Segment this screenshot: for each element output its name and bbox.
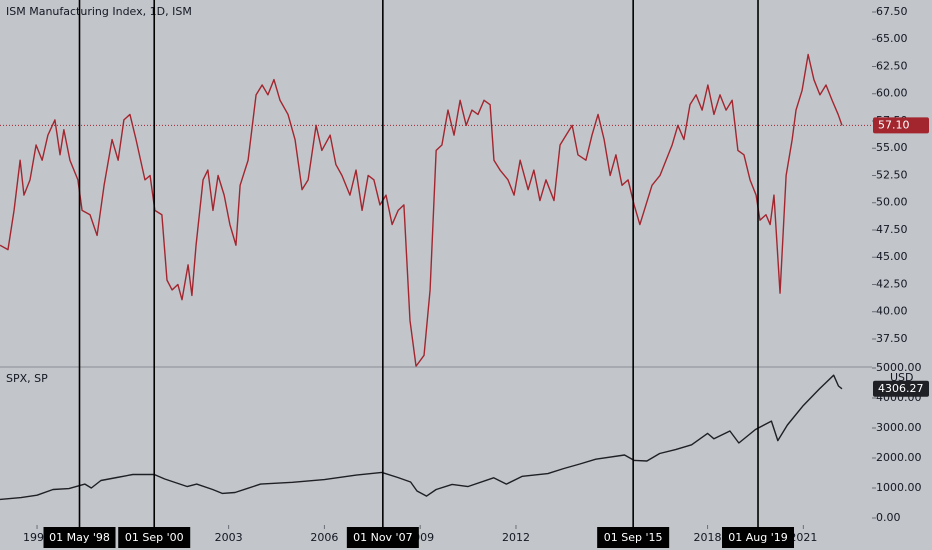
event-label-box [722, 527, 795, 548]
x-tick-label: 2021 [789, 531, 817, 544]
y-tick-label: 62.50 [876, 59, 908, 72]
event-label-box [118, 527, 191, 548]
y-tick-label: 1000.00 [876, 481, 922, 494]
y-tick-label: 40.00 [876, 305, 908, 318]
x-tick-label: 2018 [694, 531, 722, 544]
event-label: 01 May '98 [49, 531, 110, 544]
plot [0, 53, 872, 501]
unit-label: USD [890, 371, 914, 384]
y-tick-label: 60.00 [876, 87, 908, 100]
y-tick-label: 50.00 [876, 196, 908, 209]
price-label-box [873, 117, 929, 134]
event-label: 01 Aug '19 [728, 531, 788, 544]
x-tick-label: 2003 [215, 531, 243, 544]
y-tick-label: 3000.00 [876, 421, 922, 434]
y-tick-label: 2000.00 [876, 451, 922, 464]
x-tick-label: 2006 [310, 531, 338, 544]
event-label-box [597, 527, 670, 548]
y-tick-label: 42.50 [876, 277, 908, 290]
price-label-box [873, 380, 929, 397]
y-tick-label: 45.00 [876, 250, 908, 263]
series-line [0, 374, 843, 501]
y-tick-label: 47.50 [876, 223, 908, 236]
y-tick-label: 0.00 [876, 511, 901, 524]
y-tick-label: 67.50 [876, 5, 908, 18]
y-tick-label: 5000.00 [876, 361, 922, 374]
event-label: 01 Sep '15 [604, 531, 663, 544]
event-label: 01 Sep '00 [125, 531, 184, 544]
y-tick-label: 65.00 [876, 32, 908, 45]
series-line [0, 53, 843, 367]
y-tick-label: 55.00 [876, 141, 908, 154]
event-label-box [43, 527, 116, 548]
price-label: 4306.27 [878, 382, 924, 395]
event-label: 01 Nov '07 [353, 531, 412, 544]
y-tick-label: 37.50 [876, 332, 908, 345]
price-label: 57.10 [878, 118, 910, 131]
y-tick-label: 52.50 [876, 168, 908, 181]
x-tick-label: 2012 [502, 531, 530, 544]
chart-title: ISM Manufacturing Index, 1D, ISM [6, 5, 192, 18]
event-label-box [346, 527, 419, 548]
chart-title: SPX, SP [6, 372, 48, 385]
